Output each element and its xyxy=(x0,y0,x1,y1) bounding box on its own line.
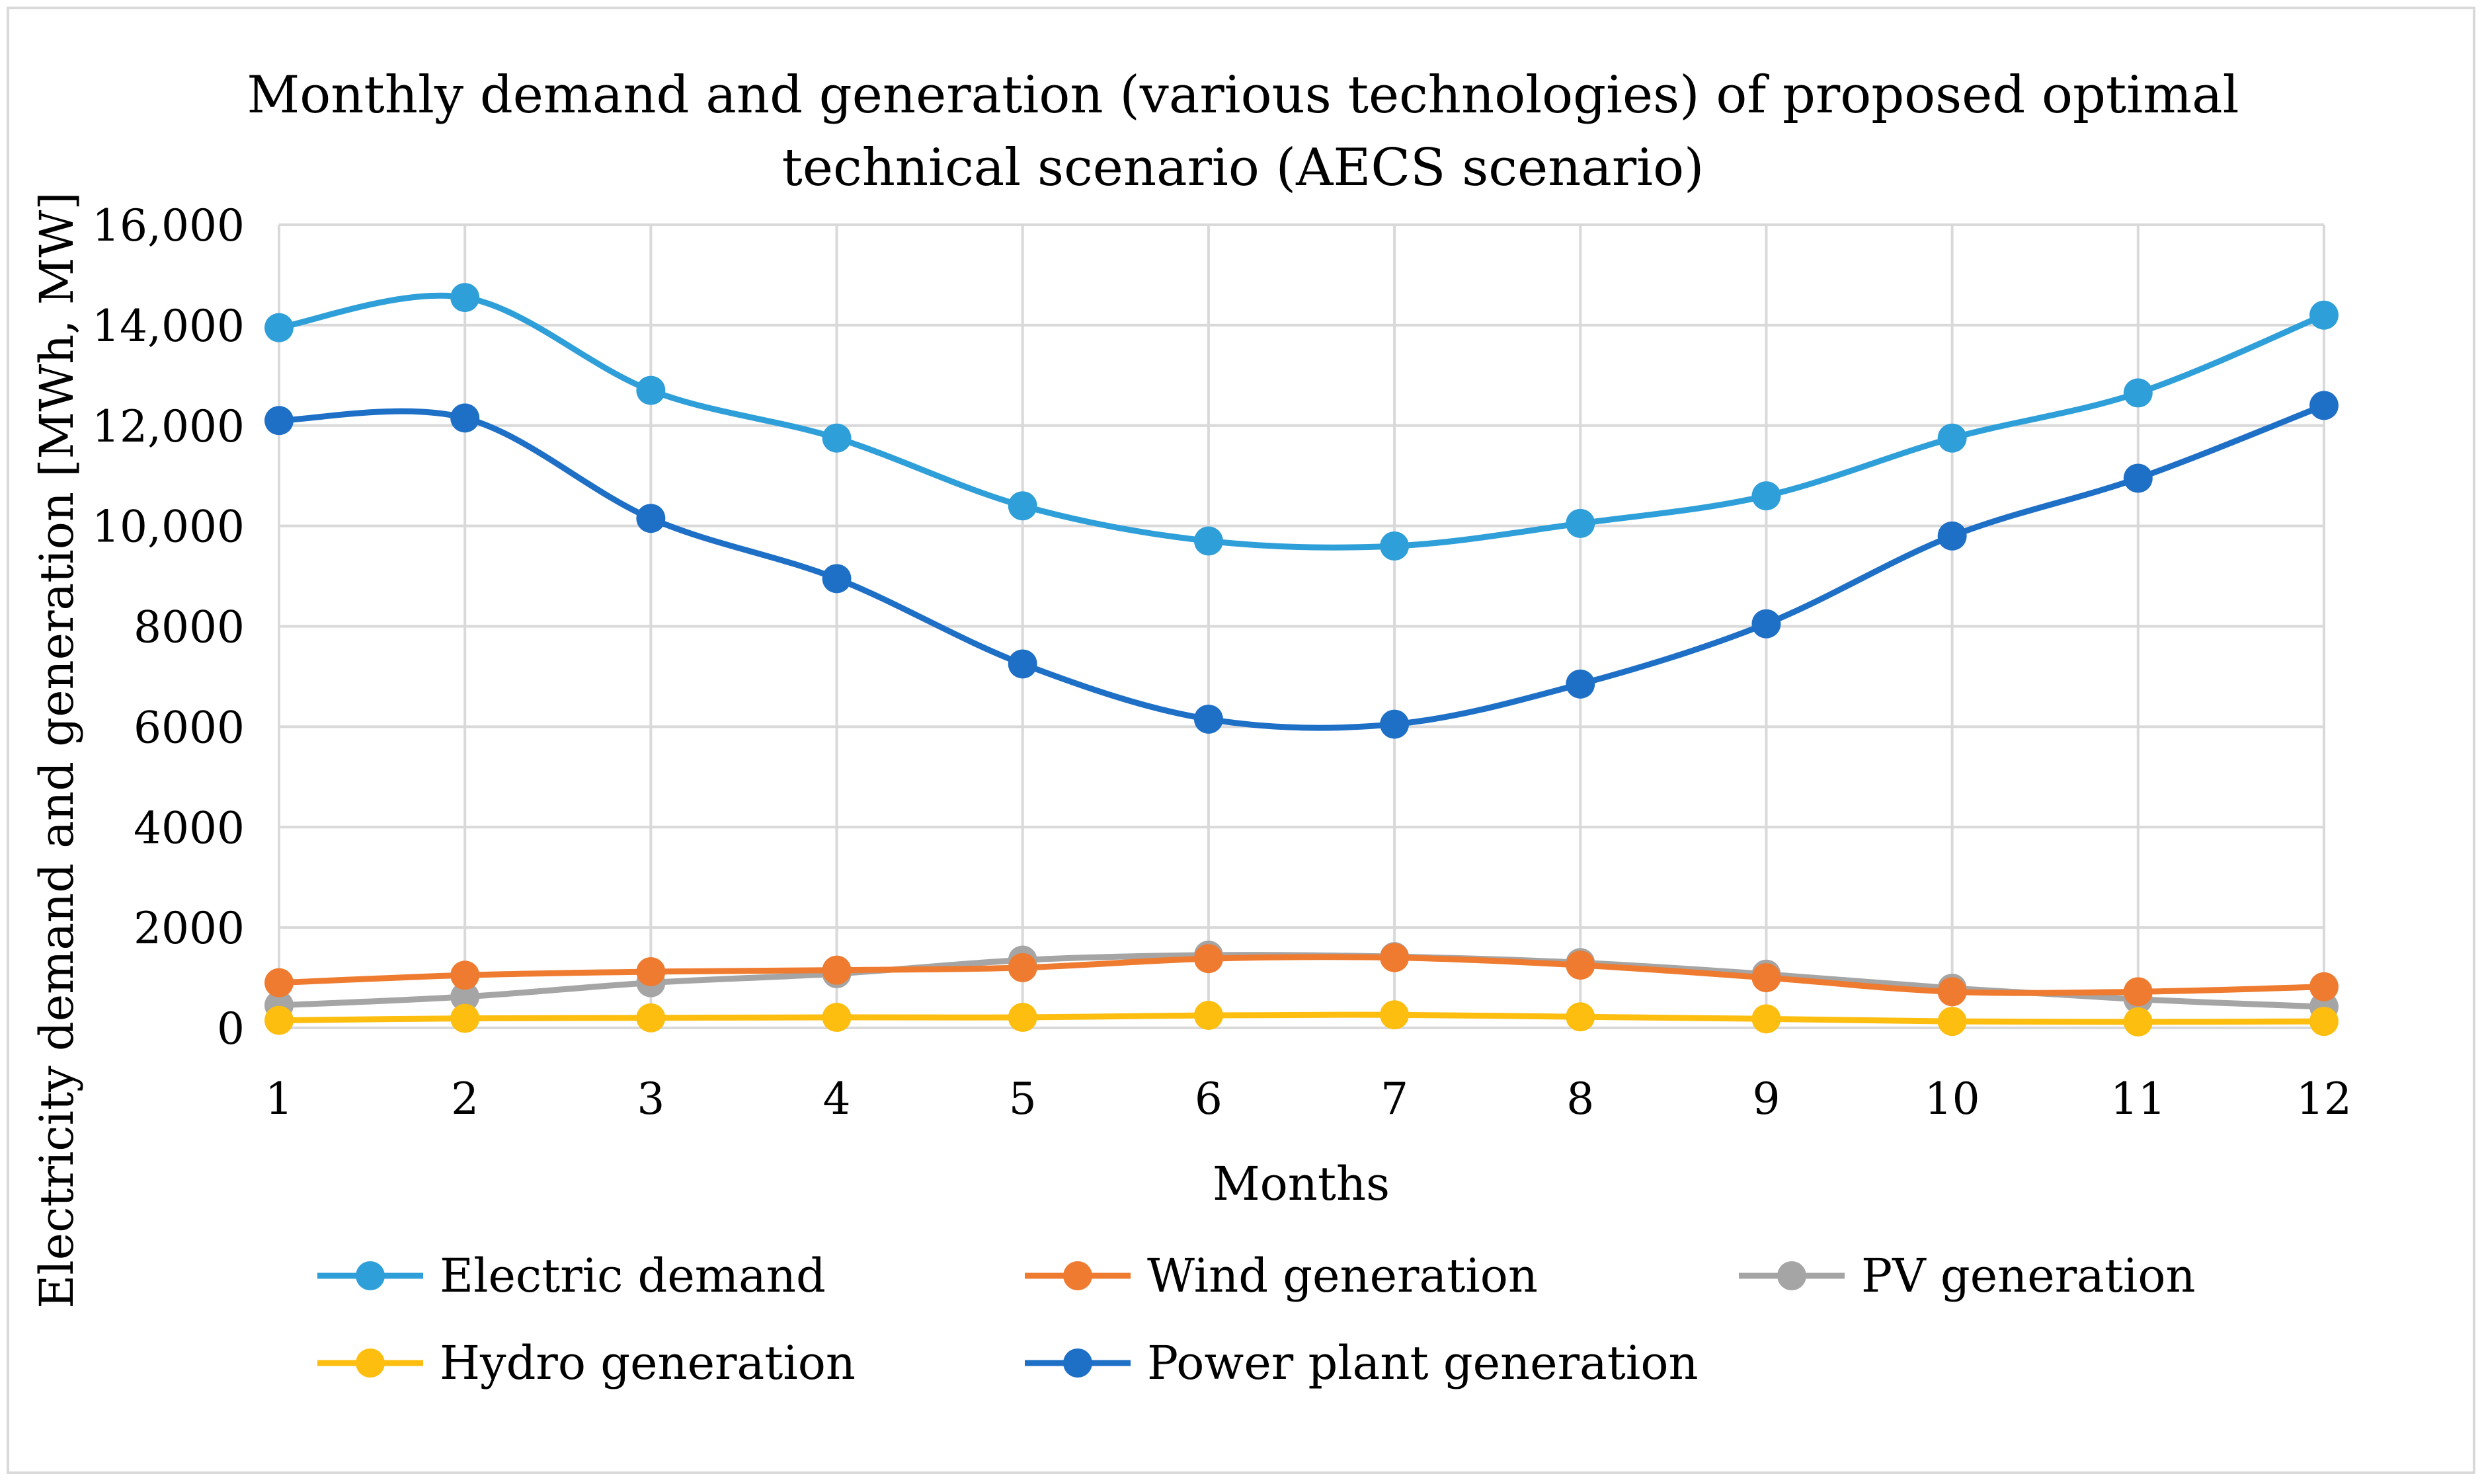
y-tick-label: 2000 xyxy=(134,903,245,954)
wind-generation-point xyxy=(1008,953,1037,982)
x-tick-label: 10 xyxy=(1925,1074,1980,1124)
y-tick-label: 0 xyxy=(217,1003,245,1054)
power-plant-generation-point xyxy=(2309,391,2339,420)
power-plant-generation-point xyxy=(450,403,480,433)
legend-label-electric-demand: Electric demand xyxy=(440,1249,826,1303)
y-tick-label: 8000 xyxy=(134,602,245,653)
x-tick-label: 12 xyxy=(2296,1074,2352,1124)
power-plant-generation-point xyxy=(1008,649,1037,679)
legend-marker-pv-generation xyxy=(1777,1261,1806,1290)
electric-demand-point xyxy=(822,423,852,453)
hydro-generation-point xyxy=(2123,1007,2153,1036)
legend: Electric demand Wind generation PV generat… xyxy=(317,1249,2196,1390)
x-tick-label: 4 xyxy=(823,1074,851,1124)
wind-generation-point xyxy=(822,955,852,985)
hydro-generation-point xyxy=(450,1003,480,1033)
electric-demand-line xyxy=(276,292,2327,551)
legend-label-power-plant-generation: Power plant generation xyxy=(1147,1336,1699,1390)
wind-generation-point xyxy=(1566,951,1595,980)
electric-demand-point xyxy=(636,375,666,405)
hydro-generation-point xyxy=(1937,1007,1967,1036)
y-tick-label: 16,000 xyxy=(92,200,245,251)
power-plant-generation-point xyxy=(1751,609,1781,639)
chart-title-line-1: Monthly demand and generation (various t… xyxy=(247,65,2239,125)
power-plant-generation-point xyxy=(1566,669,1595,699)
electric-demand-point xyxy=(2123,378,2153,408)
hydro-generation-point xyxy=(1193,1001,1223,1031)
power-plant-generation-point xyxy=(2123,463,2153,493)
hydro-generation-point xyxy=(1566,1002,1595,1032)
x-tick-label: 2 xyxy=(451,1074,479,1124)
electric-demand-point xyxy=(264,313,294,342)
legend-label-pv-generation: PV generation xyxy=(1861,1249,2196,1303)
x-tick-label: 1 xyxy=(265,1074,293,1124)
power-plant-generation-point xyxy=(822,564,852,594)
power-plant-generation-point xyxy=(1380,709,1410,739)
wind-generation-point xyxy=(264,968,294,997)
x-tick-label: 5 xyxy=(1009,1074,1037,1124)
chart-title-line-2: technical scenario (AECS scenario) xyxy=(782,138,1704,198)
x-tick-label: 11 xyxy=(2110,1074,2166,1124)
y-tick-label: 6000 xyxy=(134,702,245,753)
electric-demand-point xyxy=(2309,300,2339,330)
wind-generation-point xyxy=(2123,977,2153,1007)
wind-generation-point xyxy=(1380,943,1410,972)
wind-generation-point xyxy=(2309,972,2339,1001)
legend-marker-electric-demand xyxy=(356,1261,385,1290)
power-plant-generation-line xyxy=(276,402,2327,731)
electric-demand-point xyxy=(1380,531,1410,561)
wind-generation-line xyxy=(276,954,2327,996)
y-axis-tick-labels: 0 2000 4000 6000 8000 10,000 12,000 14,000 16,00… xyxy=(92,200,245,1054)
power-plant-generation-point xyxy=(1193,704,1223,734)
hydro-generation-point xyxy=(264,1005,294,1035)
hydro-generation-point xyxy=(1008,1003,1037,1033)
electric-demand-point xyxy=(1193,526,1223,556)
pv-generation-point xyxy=(450,982,480,1011)
wind-generation-point xyxy=(636,957,666,986)
electric-demand-point xyxy=(450,283,480,313)
chart-frame xyxy=(7,7,2475,1474)
series-lines xyxy=(264,283,2339,1036)
legend-marker-wind-generation xyxy=(1063,1261,1092,1290)
y-tick-label: 10,000 xyxy=(92,502,245,553)
wind-generation-point xyxy=(1937,977,1967,1007)
hydro-generation-point xyxy=(636,1003,666,1033)
legend-marker-power-plant-generation xyxy=(1063,1348,1092,1378)
hydro-generation-line xyxy=(276,1011,2327,1025)
electric-demand-point xyxy=(1937,423,1967,453)
legend-marker-hydro-generation xyxy=(356,1348,385,1378)
legend-label-hydro-generation: Hydro generation xyxy=(440,1336,856,1390)
y-tick-label: 4000 xyxy=(134,802,245,853)
y-tick-label: 14,000 xyxy=(92,301,245,352)
hydro-generation-point xyxy=(1380,1000,1410,1030)
electric-demand-point xyxy=(1566,508,1595,538)
electric-demand-point xyxy=(1751,481,1781,511)
x-axis-tick-labels: 1 2 3 4 5 6 7 8 9 10 11 12 xyxy=(265,1074,2352,1124)
x-tick-label: 6 xyxy=(1195,1074,1222,1124)
power-plant-generation-point xyxy=(264,406,294,436)
power-plant-generation-point xyxy=(1937,521,1967,551)
x-tick-label: 7 xyxy=(1381,1074,1408,1124)
wind-generation-point xyxy=(1193,944,1223,974)
y-axis-label: Electricity demand and generation [MWh, … xyxy=(30,192,84,1308)
x-tick-label: 8 xyxy=(1566,1074,1594,1124)
legend-label-wind-generation: Wind generation xyxy=(1147,1249,1538,1303)
power-plant-generation-point xyxy=(636,504,666,533)
y-tick-label: 12,000 xyxy=(92,401,245,452)
x-tick-label: 9 xyxy=(1752,1074,1780,1124)
wind-generation-point xyxy=(450,960,480,990)
electric-demand-point xyxy=(1008,491,1037,521)
wind-generation-point xyxy=(1751,963,1781,993)
x-axis-label: Months xyxy=(1213,1157,1390,1211)
x-tick-label: 3 xyxy=(637,1074,664,1124)
hydro-generation-point xyxy=(822,1003,852,1033)
hydro-generation-point xyxy=(1751,1004,1781,1034)
hydro-generation-point xyxy=(2309,1007,2339,1036)
